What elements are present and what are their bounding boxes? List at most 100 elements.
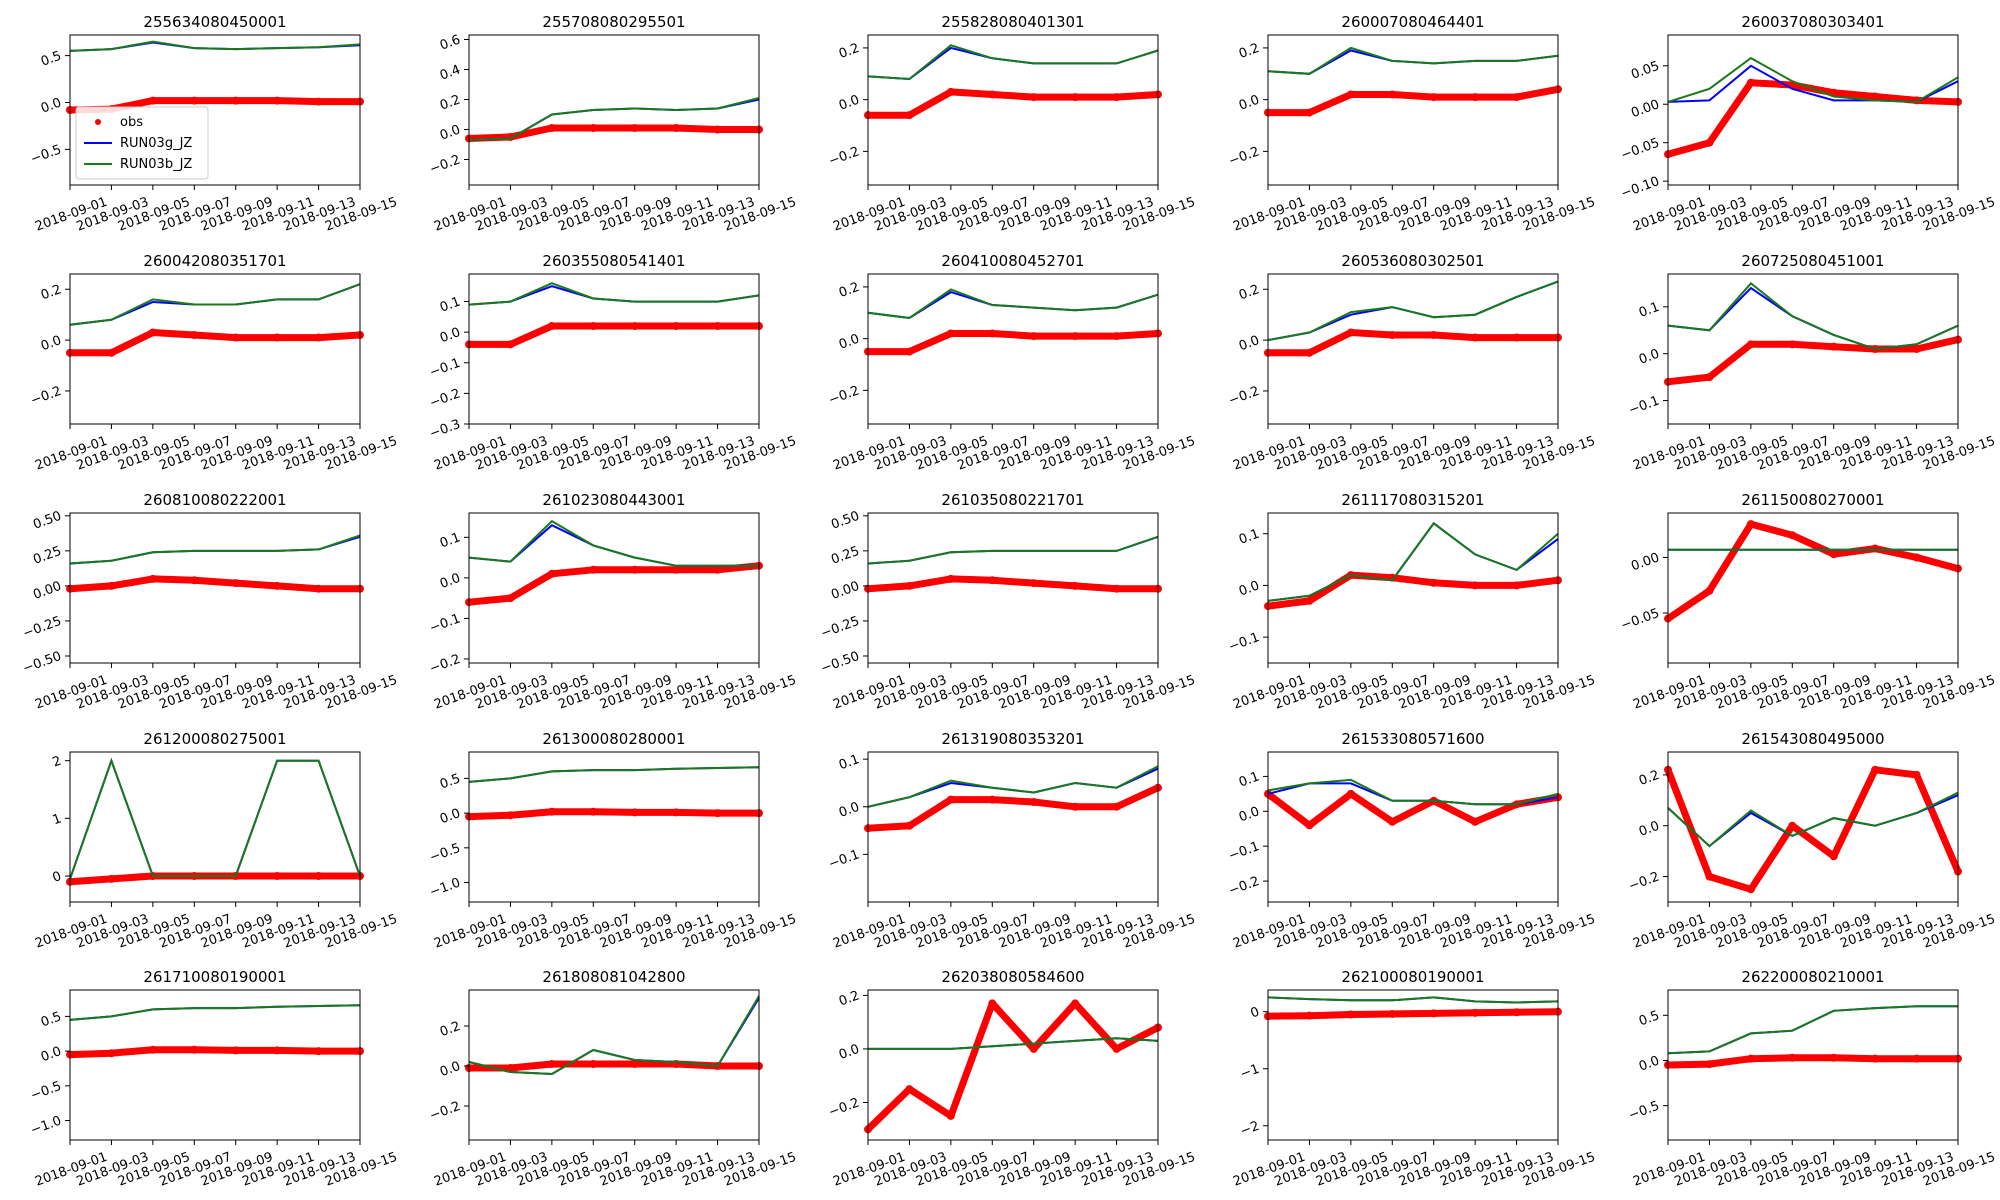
- panel-18: 2615330805716000.10.0−0.1−0.22018-09-012…: [1227, 730, 1598, 952]
- run03b-series: [868, 1037, 1159, 1050]
- y-tick-label: −0.5: [29, 142, 64, 167]
- run03b-series: [468, 282, 760, 306]
- panel-0: 2556340804500010.50.0−0.52018-09-012018-…: [29, 13, 400, 235]
- panel-23: 2621000801900010−1−22018-09-012018-09-03…: [1231, 968, 1597, 1190]
- run03g-series: [1267, 521, 1559, 602]
- run03b-series: [867, 288, 1159, 320]
- y-tick-label: 0.50: [31, 509, 63, 533]
- run03b-series: [1667, 56, 1959, 103]
- y-tick-label: −0.1: [1227, 839, 1262, 864]
- run03b-series: [1267, 996, 1559, 1004]
- plot-frame: [1267, 989, 1559, 1141]
- panel-5: 2600420803517010.20.0−0.22018-09-012018-…: [29, 252, 400, 474]
- obs-series: [66, 1046, 364, 1059]
- y-tick-label: 0.0: [837, 800, 862, 821]
- obs-series: [864, 330, 1162, 356]
- panel-title: 262200080210001: [1741, 968, 1884, 986]
- obs-series: [1664, 79, 1962, 158]
- y-tick-label: 0.0: [1237, 93, 1262, 114]
- y-tick-label: −0.2: [1227, 384, 1262, 409]
- run03g-series: [69, 757, 361, 880]
- y-tick-label: −0.5: [29, 1079, 64, 1104]
- y-tick-label: −0.10: [1619, 174, 1662, 202]
- y-tick-label: −2: [1238, 1119, 1261, 1140]
- obs-series: [465, 322, 763, 348]
- y-tick-label: 0.4: [438, 62, 463, 83]
- obs-series: [864, 88, 1162, 119]
- run03b-series: [867, 44, 1159, 81]
- obs-series: [1264, 790, 1562, 829]
- y-tick-label: −0.05: [1619, 606, 1662, 634]
- panel-title: 262038080584600: [941, 968, 1084, 986]
- panel-12: 2610350802217010.500.250.00−0.25−0.50201…: [819, 491, 1197, 713]
- y-tick-label: −0.25: [819, 614, 862, 642]
- run03b-series: [468, 519, 759, 567]
- panel-title: 255708080295501: [542, 13, 685, 31]
- legend-box: [75, 106, 209, 180]
- y-tick-label: 0.0: [438, 325, 463, 346]
- panel-title: 260007080464401: [1341, 13, 1484, 31]
- y-tick-label: −1: [1238, 1062, 1261, 1083]
- y-tick-label: 0.2: [837, 988, 862, 1009]
- y-tick-label: 0: [51, 869, 64, 886]
- y-tick-label: −0.2: [827, 383, 862, 408]
- y-tick-label: 0.2: [837, 280, 862, 301]
- y-tick-label: 0.0: [438, 806, 463, 827]
- run03g-series: [1667, 64, 1959, 103]
- run03g-series: [867, 291, 1159, 320]
- y-tick-label: −0.2: [428, 1099, 463, 1124]
- y-tick-label: 0.0: [438, 1059, 463, 1080]
- y-tick-label: −0.1: [827, 847, 862, 872]
- plot-frame: [867, 989, 1159, 1141]
- y-tick-label: 0.0: [438, 571, 463, 592]
- run03b-series: [1267, 778, 1559, 806]
- plot-frame: [1667, 273, 1959, 425]
- panel-24: 2622000802100010.50.0−0.52018-09-012018-…: [1627, 968, 1998, 1190]
- y-tick-label: 0.1: [438, 295, 463, 316]
- panel-title: 261200080275001: [143, 730, 286, 748]
- legend-label: obs: [120, 115, 143, 130]
- y-tick-label: 0.0: [1637, 1053, 1662, 1074]
- panel-10: 2608100802220010.500.250.00−0.25−0.50201…: [21, 491, 399, 713]
- run03g-series: [1667, 286, 1959, 351]
- y-tick-label: 0.0: [1237, 804, 1262, 825]
- y-tick-label: 0.25: [829, 544, 861, 568]
- y-tick-label: 0.1: [438, 530, 463, 551]
- panel-title: 261023080443001: [542, 491, 685, 509]
- plot-frame: [1267, 273, 1559, 425]
- panel-title: 261319080353201: [941, 730, 1084, 748]
- panel-title: 261710080190001: [143, 968, 286, 986]
- panel-title: 261533080571600: [1341, 730, 1484, 748]
- y-tick-label: 0.0: [1637, 347, 1662, 368]
- obs-series: [1664, 336, 1962, 386]
- y-tick-label: 0.5: [39, 1009, 64, 1030]
- panel-title: 260810080222001: [143, 491, 286, 509]
- y-tick-label: 0.1: [1237, 769, 1262, 790]
- panel-title: 260536080302501: [1341, 252, 1484, 270]
- y-tick-label: −0.2: [428, 652, 463, 677]
- run03b-series: [69, 757, 361, 880]
- y-tick-label: −0.2: [428, 152, 463, 177]
- y-tick-label: −0.2: [1227, 874, 1262, 899]
- y-tick-label: −0.2: [1227, 144, 1262, 169]
- run03b-series: [69, 283, 361, 326]
- panel-17: 2613190803532010.10.0−0.12018-09-012018-…: [827, 730, 1198, 952]
- y-tick-label: 0.6: [438, 32, 463, 53]
- plot-frame: [1667, 989, 1959, 1141]
- y-tick-label: −0.50: [819, 649, 862, 677]
- y-tick-label: −0.5: [428, 841, 463, 866]
- plot-frame: [1667, 751, 1959, 903]
- panel-14: 2611500802700010.00−0.052018-09-012018-0…: [1619, 491, 1997, 713]
- obs-series: [1264, 571, 1562, 610]
- y-tick-label: −0.05: [1619, 136, 1662, 164]
- y-tick-label: 0.5: [1637, 1008, 1662, 1029]
- panel-title: 260410080452701: [941, 252, 1084, 270]
- y-tick-label: 0.2: [438, 1019, 463, 1040]
- run03b-series: [867, 535, 1159, 565]
- run03b-series: [468, 766, 760, 783]
- panel-15: 2612000802750012102018-09-012018-09-0320…: [33, 730, 399, 952]
- panel-title: 261808081042800: [542, 968, 685, 986]
- legend-marker-obs: [95, 119, 101, 125]
- obs-series: [66, 329, 364, 357]
